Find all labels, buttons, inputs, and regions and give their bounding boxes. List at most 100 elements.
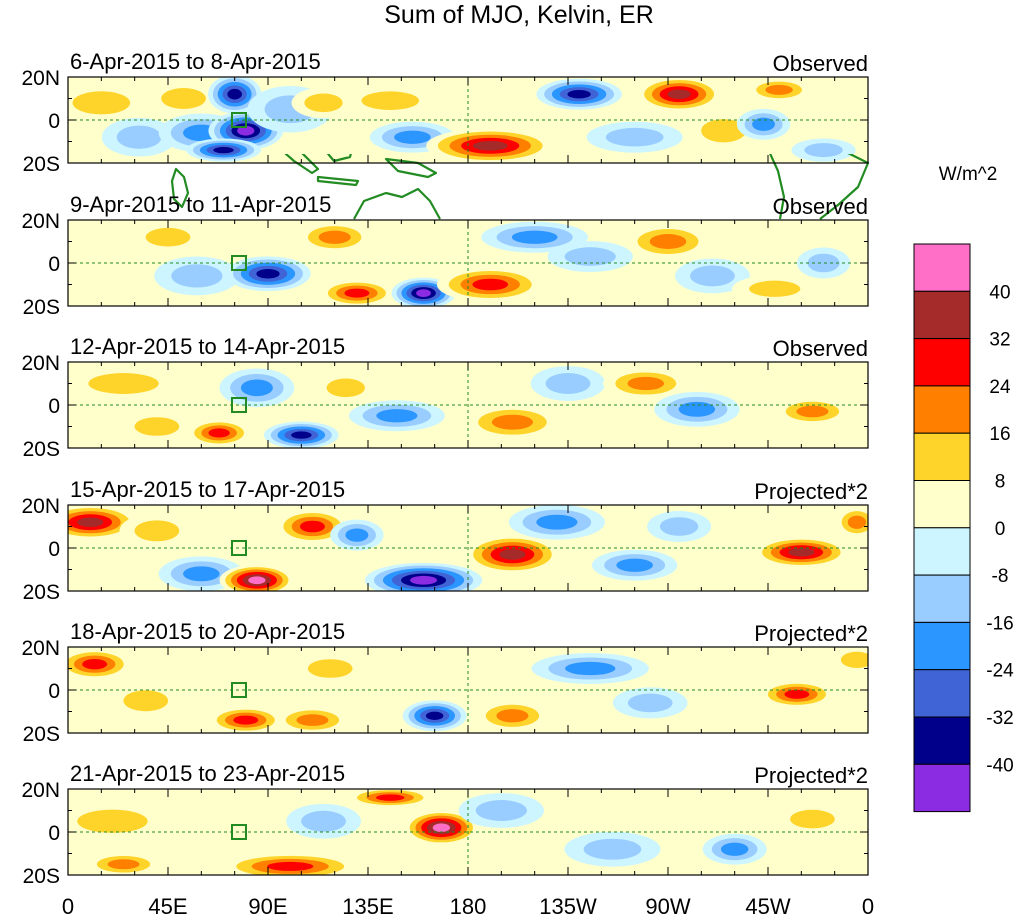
region-box [231, 255, 247, 271]
negative-anomaly [219, 368, 295, 408]
positive-anomaly [68, 83, 150, 123]
anomaly-field [68, 789, 868, 875]
latitude-label: 0 [48, 680, 60, 703]
positive-anomaly [68, 648, 132, 680]
map-panel: 12-Apr-2015 to 14-Apr-2015 Observed 20N 0 20… [21, 334, 869, 461]
negative-anomaly [536, 78, 622, 110]
positive-anomaly [464, 535, 561, 574]
longitude-label: 135E [342, 894, 393, 919]
positive-anomaly [747, 78, 812, 102]
negative-anomaly [530, 366, 606, 401]
colorbar-level-label: -16 [986, 613, 1013, 634]
negative-anomaly [531, 653, 649, 684]
positive-anomaly [208, 706, 284, 733]
negative-anomaly [647, 511, 712, 542]
region-box [231, 682, 247, 698]
positive-anomaly [475, 700, 550, 732]
positive-anomaly [603, 368, 689, 399]
positive-anomaly [292, 653, 368, 684]
colorbar-swatch [913, 574, 971, 623]
positive-anomaly [436, 267, 544, 302]
colorbar-swatch [913, 621, 971, 671]
latitude-label: 20N [21, 637, 60, 660]
positive-anomaly [220, 852, 360, 875]
colorbar-level-label: 24 [989, 377, 1011, 398]
region-box [231, 397, 247, 413]
negative-anomaly [154, 256, 240, 296]
positive-anomaly [313, 372, 378, 404]
colorbar-swatch [913, 432, 971, 482]
positive-anomaly [275, 706, 350, 733]
panel-status-label: Observed [773, 51, 868, 76]
region-box [231, 540, 247, 556]
colorbar-level-label: 8 [995, 472, 1006, 493]
positive-anomaly [119, 411, 195, 442]
positive-anomaly [775, 397, 850, 425]
positive-anomaly [68, 801, 172, 841]
panel-date-range: 9-Apr-2015 to 11-Apr-2015 [70, 192, 331, 217]
map-panel: 15-Apr-2015 to 17-Apr-2015 Projected*2 20N… [21, 477, 869, 604]
positive-anomaly [68, 505, 139, 540]
longitude-label: 0 [62, 894, 74, 919]
panel-date-range: 15-Apr-2015 to 17-Apr-2015 [70, 477, 345, 502]
negative-anomaly [796, 247, 851, 279]
colorbar-level-label: 40 [989, 282, 1010, 303]
colorbar-level-label: -40 [986, 755, 1013, 776]
latitude-label: 0 [48, 110, 60, 133]
negative-anomaly [547, 241, 633, 273]
latitude-label: 20N [21, 210, 60, 233]
positive-anomaly [759, 680, 835, 708]
positive-anomaly [342, 85, 439, 117]
colorbar-level-label: 0 [995, 519, 1006, 540]
positive-anomaly [347, 789, 433, 808]
positive-anomaly [291, 87, 356, 119]
positive-anomaly [68, 366, 183, 401]
negative-anomaly [564, 831, 661, 867]
positive-anomaly [636, 77, 722, 112]
longitude-label: 0 [862, 894, 874, 919]
panel-status-label: Observed [773, 194, 868, 219]
negative-anomaly [264, 421, 339, 448]
negative-anomaly [208, 77, 262, 114]
positive-anomaly [187, 419, 252, 447]
latitude-label: 20S [23, 865, 60, 888]
map-panel: 6-Apr-2015 to 8-Apr-2015 Observed 20N 0 20S [21, 49, 869, 176]
negative-anomaly [186, 138, 261, 162]
negative-anomaly [348, 400, 445, 432]
negative-anomaly [702, 833, 767, 865]
positive-anomaly [775, 803, 850, 835]
longitude-label: 45E [148, 894, 187, 919]
positive-anomaly [69, 221, 156, 253]
negative-anomaly [286, 803, 361, 839]
latitude-label: 0 [48, 253, 60, 276]
latitude-label: 20S [23, 153, 60, 176]
positive-anomaly [835, 506, 868, 538]
map-panel: 21-Apr-2015 to 23-Apr-2015 Projected*2 20N… [21, 761, 869, 888]
colorbar-swatch [913, 385, 971, 434]
negative-anomaly [612, 687, 688, 719]
negative-anomaly [364, 562, 483, 591]
map-panel: 9-Apr-2015 to 11-Apr-2015 Observed 20N 0 20S [21, 192, 869, 319]
positive-anomaly [86, 852, 161, 875]
panel-status-label: Observed [773, 336, 868, 361]
negative-anomaly [508, 505, 605, 540]
negative-anomaly [654, 391, 740, 427]
latitude-label: 0 [48, 822, 60, 845]
negative-anomaly [330, 519, 384, 551]
latitude-label: 20N [21, 352, 60, 375]
panel-status-label: Projected*2 [754, 621, 868, 646]
colorbar-level-label: -32 [986, 708, 1013, 729]
negative-anomaly [101, 117, 177, 157]
panel-date-range: 21-Apr-2015 to 23-Apr-2015 [70, 761, 345, 786]
colorbar-swatch [913, 290, 971, 340]
positive-anomaly [119, 513, 195, 549]
longitude-label: 90E [248, 894, 287, 919]
region-box [231, 824, 247, 840]
negative-anomaly [791, 138, 856, 162]
negative-anomaly [586, 121, 683, 153]
latitude-label: 20S [23, 296, 60, 319]
positive-anomaly [146, 81, 221, 116]
latitude-label: 20S [23, 581, 60, 604]
colorbar-swatch [913, 669, 971, 718]
